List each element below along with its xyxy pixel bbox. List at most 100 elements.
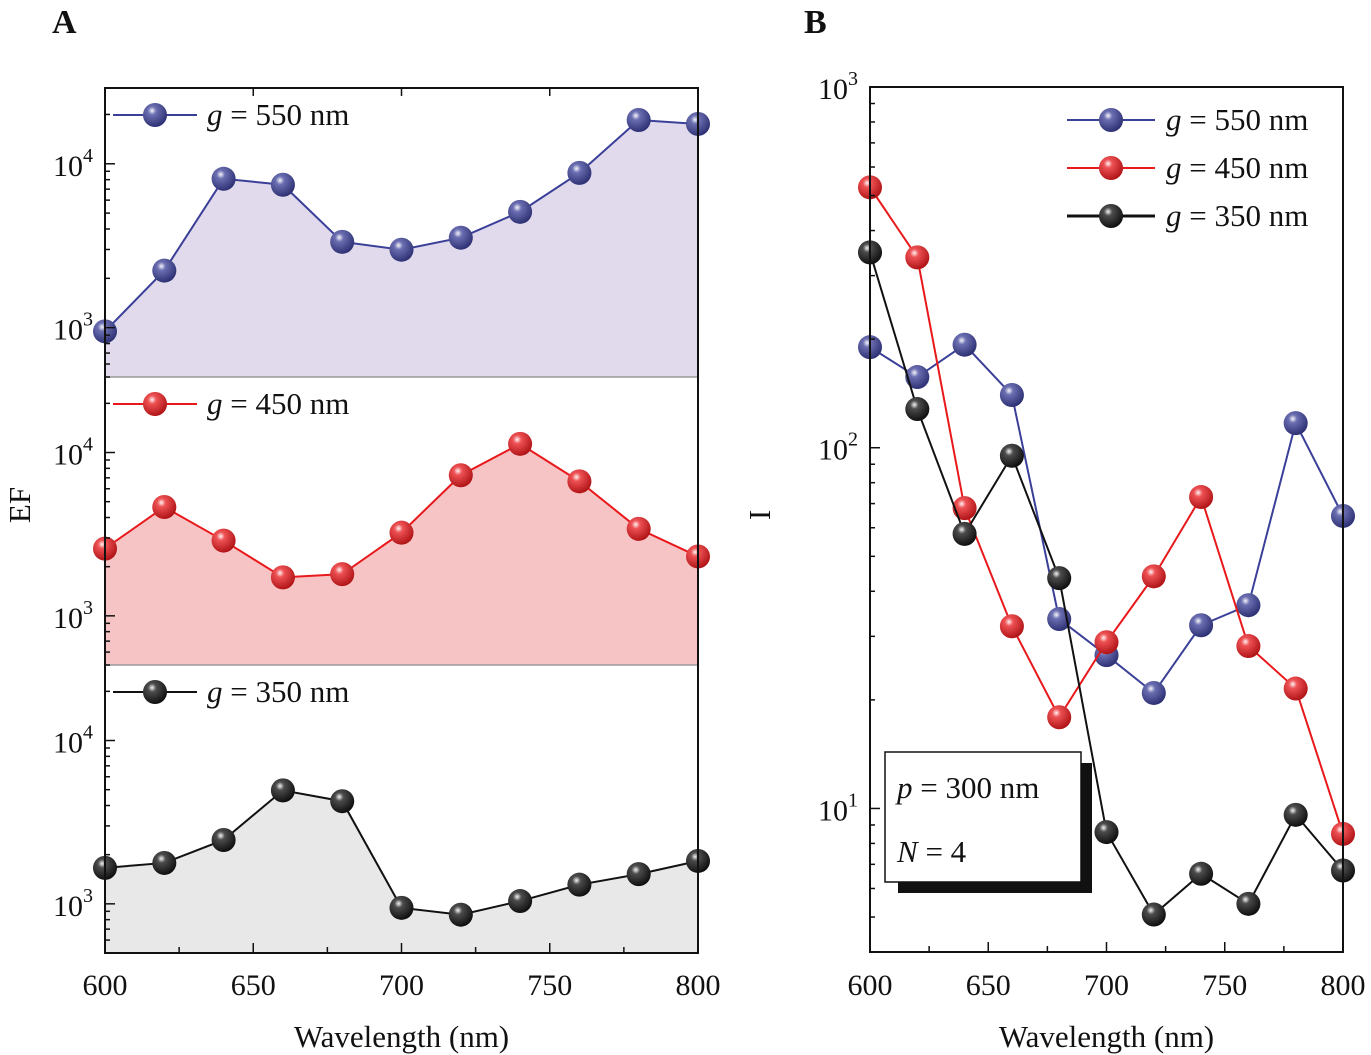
area-fill <box>105 120 698 377</box>
data-point-highlight <box>999 614 1024 639</box>
data-point-highlight <box>905 245 930 270</box>
data-point-highlight <box>905 397 930 422</box>
data-point-highlight <box>152 258 177 283</box>
y-tick-label: 103 <box>53 309 93 347</box>
data-point-highlight <box>1141 902 1166 927</box>
area-fill <box>105 790 698 953</box>
annotation-box: p = 300 nm N = 4 <box>884 751 1092 893</box>
y-tick-label: 102 <box>818 429 858 467</box>
annotation-line-1: p = 300 nm <box>895 770 1039 805</box>
legend: g = 550 nm g = 450 nm g = 350 nm <box>1067 102 1308 233</box>
data-point-highlight <box>330 229 355 254</box>
data-point-highlight <box>389 237 414 262</box>
data-point-highlight <box>330 789 355 814</box>
data-point-highlight <box>1236 593 1261 618</box>
data-point-highlight <box>211 827 236 852</box>
tick-base: 10 <box>818 73 848 106</box>
y-tick-label: 103 <box>53 597 93 635</box>
tick-base: 10 <box>818 434 848 467</box>
annotation-background <box>884 751 1082 883</box>
tick-exponent: 3 <box>848 68 858 90</box>
tick-base: 10 <box>53 439 83 472</box>
tick-exponent: 2 <box>848 429 858 451</box>
data-point-highlight <box>143 392 167 416</box>
x-tick-label: 650 <box>966 969 1011 1002</box>
y-axis-label: I <box>742 510 777 520</box>
data-point-highlight <box>999 443 1024 468</box>
legend-label: g = 450 nm <box>207 386 349 421</box>
tick-exponent: 1 <box>848 789 858 811</box>
data-point-highlight <box>448 463 473 488</box>
data-point-highlight <box>567 872 592 897</box>
tick-base: 10 <box>53 602 83 635</box>
legend-label: g = 550 nm <box>207 97 349 132</box>
y-axis-label: EF <box>2 487 37 523</box>
data-point-highlight <box>1099 156 1123 180</box>
y-tick-label: 104 <box>53 434 93 472</box>
label-variable: g <box>1166 150 1182 185</box>
label-text: = 350 nm <box>223 674 350 709</box>
x-tick-label: 650 <box>231 969 276 1002</box>
y-tick-label: 104 <box>53 145 93 183</box>
tick-exponent: 3 <box>83 309 93 331</box>
data-point-highlight <box>152 850 177 875</box>
label-text: = 550 nm <box>1182 102 1309 137</box>
data-point-highlight <box>905 365 930 390</box>
x-tick-label: 750 <box>1202 969 1247 1002</box>
data-point-highlight <box>626 862 651 887</box>
x-axis-label: Wavelength (nm) <box>294 1019 509 1054</box>
y-tick-label: 103 <box>818 68 858 106</box>
data-point-highlight <box>389 520 414 545</box>
data-point-highlight <box>270 565 295 590</box>
legend-label: g = 450 nm <box>1166 150 1308 185</box>
data-point-highlight <box>143 680 167 704</box>
tick-base: 10 <box>53 314 83 347</box>
tick-exponent: 4 <box>83 722 93 744</box>
data-point-highlight <box>1141 680 1166 705</box>
data-point-highlight <box>1099 108 1123 132</box>
x-axis-label: Wavelength (nm) <box>999 1019 1214 1054</box>
tick-base: 10 <box>53 890 83 923</box>
data-point-highlight <box>567 469 592 494</box>
y-tick-label: 103 <box>53 885 93 923</box>
data-point-highlight <box>1047 705 1072 730</box>
data-point-highlight <box>999 383 1024 408</box>
x-tick-label: 800 <box>676 969 721 1002</box>
x-tick-label: 750 <box>527 969 572 1002</box>
data-point-highlight <box>270 172 295 197</box>
data-point-highlight <box>1099 204 1123 228</box>
data-point-highlight <box>389 895 414 920</box>
data-point-highlight <box>508 431 533 456</box>
data-point-highlight <box>952 332 977 357</box>
y-tick-label: 104 <box>53 722 93 760</box>
data-point-highlight <box>211 528 236 553</box>
series-2 <box>858 175 1355 846</box>
tick-exponent: 3 <box>83 885 93 907</box>
data-point-highlight <box>1283 676 1308 701</box>
label-variable: g <box>207 674 223 709</box>
data-point-highlight <box>1094 630 1119 655</box>
data-point-highlight <box>1283 802 1308 827</box>
label-variable: p <box>895 770 913 805</box>
data-point-highlight <box>448 902 473 927</box>
data-point-highlight <box>508 889 533 914</box>
tick-base: 10 <box>53 150 83 183</box>
label-variable: g <box>207 97 223 132</box>
panel-label: A <box>52 4 77 41</box>
data-point-highlight <box>152 494 177 519</box>
data-point-highlight <box>1236 634 1261 659</box>
tick-exponent: 3 <box>83 597 93 619</box>
data-point-highlight <box>508 199 533 224</box>
tick-exponent: 4 <box>83 434 93 456</box>
legend-label: g = 350 nm <box>1166 198 1308 233</box>
tick-exponent: 4 <box>83 145 93 167</box>
label-text: = 4 <box>918 834 967 869</box>
label-text: = 450 nm <box>1182 150 1309 185</box>
x-tick-label: 700 <box>1084 969 1129 1002</box>
data-point-highlight <box>1047 566 1072 591</box>
